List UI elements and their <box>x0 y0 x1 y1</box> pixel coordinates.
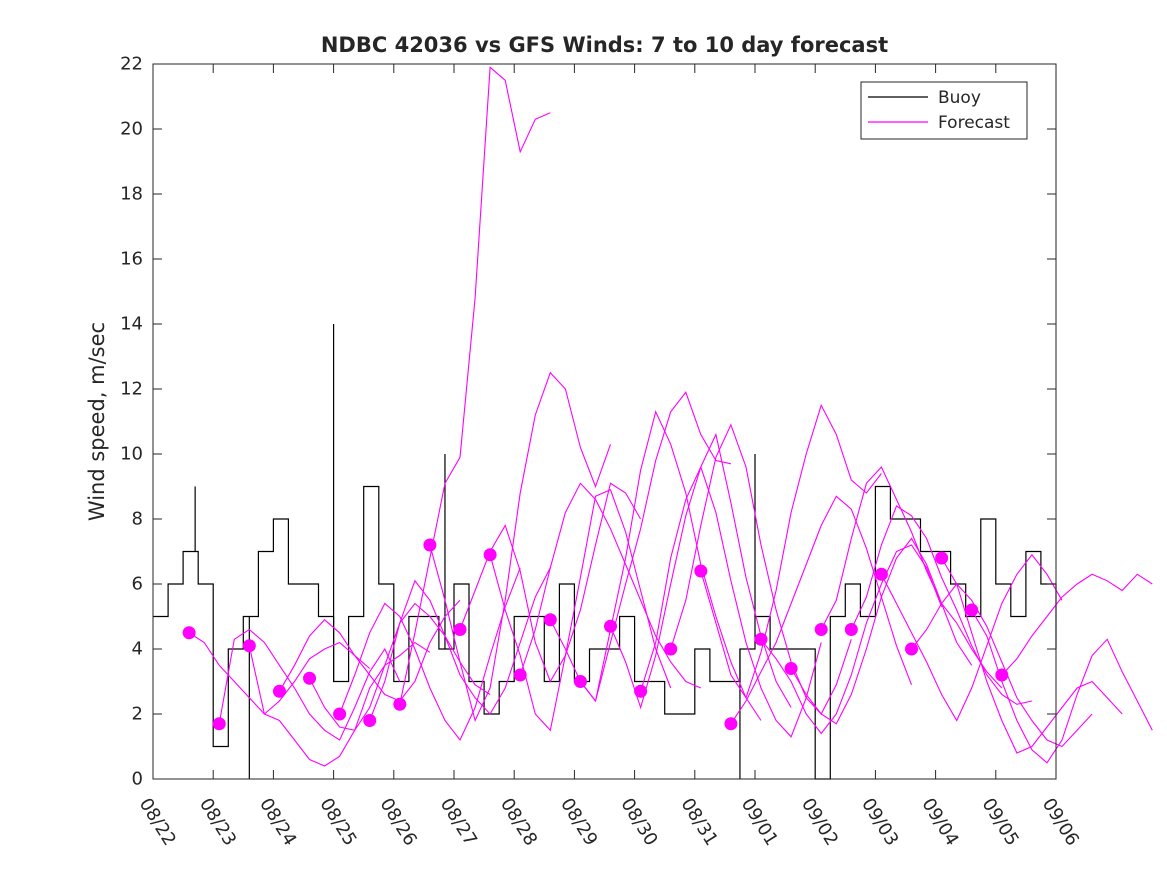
y-tick-label-3: 6 <box>132 574 143 595</box>
forecast-series-line-8 <box>429 371 612 723</box>
forecast-series-line-7 <box>399 66 551 705</box>
forecast-marker-8 <box>423 538 437 552</box>
legend-label-buoy: Buoy <box>938 88 981 108</box>
y-tick-label-8: 16 <box>120 249 143 270</box>
forecast-series-line-6 <box>369 567 551 721</box>
forecast-marker-16 <box>664 642 678 656</box>
forecast-marker-14 <box>604 619 618 633</box>
forecast-series-line-1 <box>218 628 401 741</box>
forecast-marker-12 <box>543 613 557 627</box>
plot-frame <box>152 63 1057 780</box>
y-tick-label-11: 22 <box>120 54 143 75</box>
forecast-marker-23 <box>874 567 888 581</box>
legend-box <box>860 81 1028 140</box>
y-tick-label-2: 4 <box>132 639 143 660</box>
chart-title: NDBC 42036 vs GFS Winds: 7 to 10 day for… <box>321 33 888 57</box>
forecast-series-line-26 <box>971 609 1153 764</box>
forecast-marker-22 <box>844 623 858 636</box>
forecast-marker-0 <box>182 626 196 640</box>
forecast-marker-11 <box>513 668 527 682</box>
forecast-series-line-24 <box>911 583 1093 748</box>
plot-data-layer <box>153 66 1153 780</box>
y-axis-label: Wind speed, m/sec <box>85 322 109 521</box>
forecast-series-line-2 <box>248 641 431 767</box>
forecast-marker-20 <box>784 662 798 675</box>
forecast-marker-26 <box>965 603 979 617</box>
forecast-series-line-22 <box>850 505 1033 705</box>
legend-label-forecast: Forecast <box>938 113 1010 133</box>
y-tick-label-0: 0 <box>132 769 143 790</box>
forecast-marker-2 <box>242 639 256 653</box>
y-tick-label-1: 2 <box>132 704 143 725</box>
forecast-marker-10 <box>483 548 497 562</box>
forecast-series-line-3 <box>278 599 461 702</box>
forecast-marker-15 <box>634 684 648 698</box>
y-tick-label-6: 12 <box>120 379 143 400</box>
forecast-marker-17 <box>694 564 708 578</box>
forecast-marker-27 <box>995 668 1009 682</box>
y-tick-label-10: 20 <box>120 119 143 140</box>
forecast-series-line-19 <box>760 544 943 735</box>
forecast-marker-1 <box>212 717 226 731</box>
forecast-series-line-11 <box>519 482 702 689</box>
buoy-series-line <box>153 485 1057 780</box>
y-tick-label-9: 18 <box>120 184 143 205</box>
y-tick-label-5: 10 <box>120 444 143 465</box>
forecast-marker-24 <box>905 642 919 656</box>
forecast-marker-3 <box>272 684 286 698</box>
forecast-marker-21 <box>814 623 828 636</box>
forecast-marker-7 <box>393 697 407 711</box>
forecast-marker-13 <box>573 675 587 688</box>
forecast-series-line-21 <box>820 466 1003 689</box>
forecast-series-line-17 <box>700 403 882 700</box>
forecast-series-line-23 <box>880 553 1063 722</box>
forecast-series-line-15 <box>640 465 822 738</box>
legend: Buoy Forecast <box>860 81 1028 140</box>
forecast-series-line-25 <box>941 557 1123 754</box>
forecast-marker-6 <box>363 714 377 727</box>
forecast-marker-25 <box>935 551 949 565</box>
forecast-series-line-5 <box>339 567 521 742</box>
forecast-series-line-0 <box>188 632 371 715</box>
y-tick-label-7: 14 <box>120 314 143 335</box>
forecast-marker-5 <box>333 707 347 721</box>
forecast-series-line-27 <box>1001 573 1153 676</box>
forecast-marker-19 <box>754 632 768 646</box>
y-tick-label-4: 8 <box>132 509 143 530</box>
forecast-marker-18 <box>724 717 738 731</box>
forecast-marker-9 <box>453 623 467 636</box>
forecast-series-line-10 <box>489 489 672 732</box>
forecast-marker-4 <box>303 671 317 685</box>
